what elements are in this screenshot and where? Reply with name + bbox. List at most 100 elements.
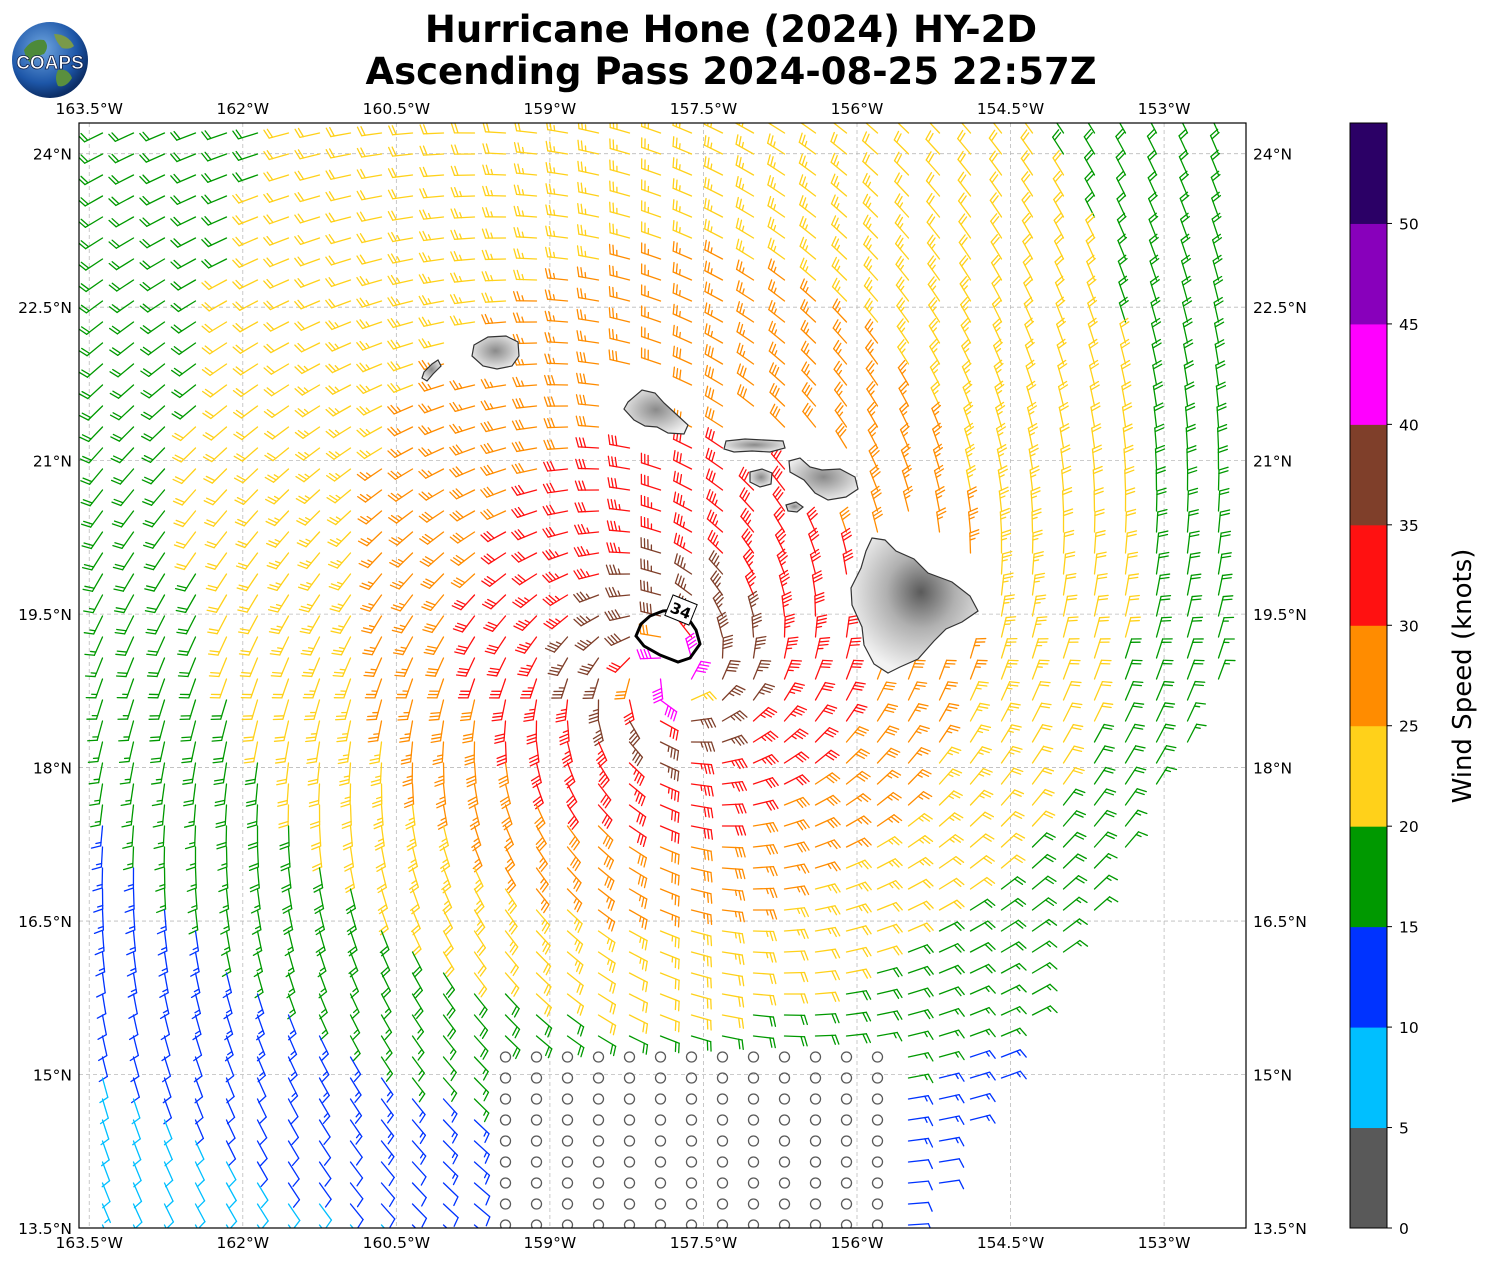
wind-barb	[480, 552, 507, 565]
wind-barb	[607, 455, 631, 470]
wind-barb	[108, 300, 135, 314]
wind-barb	[767, 195, 786, 218]
wind-barb	[79, 405, 104, 421]
wind-barb	[499, 1135, 512, 1147]
wind-barb	[483, 615, 507, 632]
wind-barb	[809, 1051, 822, 1063]
wind-barb	[141, 447, 166, 463]
wind-barb	[163, 1224, 167, 1228]
wind-barb	[907, 659, 926, 680]
wind-barb	[266, 531, 290, 548]
wind-barb	[783, 950, 809, 961]
wind-barb	[473, 951, 487, 977]
wind-barb	[938, 1007, 965, 1017]
wind-barb	[325, 384, 352, 395]
wind-barb	[871, 1051, 884, 1063]
wind-barb	[520, 678, 538, 699]
wind-barb	[511, 529, 538, 541]
wind-barb	[1154, 444, 1166, 470]
wind-barb	[418, 338, 445, 349]
lat-tick-label-left: 15°N	[33, 1067, 72, 1085]
wind-barb	[299, 615, 321, 635]
wind-barb	[747, 1093, 760, 1105]
wind-barb	[171, 405, 197, 420]
wind-barb	[769, 382, 786, 407]
wind-barb	[577, 224, 600, 239]
wind-barb	[419, 531, 445, 545]
wind-barb	[1179, 191, 1190, 218]
wind-barb	[932, 422, 942, 449]
wind-barb	[704, 385, 724, 407]
wind-barb	[901, 464, 912, 491]
wind-barb	[1121, 381, 1132, 407]
wind-barb	[969, 942, 996, 953]
wind-barb	[845, 1033, 872, 1044]
colorbar-bin	[1350, 725, 1387, 827]
wind-barb	[232, 150, 259, 161]
wind-barb	[561, 1219, 574, 1228]
wind-barb	[380, 1098, 394, 1124]
wind-barb	[145, 615, 166, 635]
wind-barb	[685, 1135, 698, 1147]
wind-barb	[752, 844, 779, 855]
wind-barb	[1062, 572, 1077, 596]
colorbar-label: Wind Speed (knots)	[1448, 549, 1478, 804]
wind-barb	[721, 684, 746, 701]
wind-barb	[140, 363, 166, 378]
wind-barb	[690, 909, 713, 926]
wind-barb	[1056, 338, 1067, 365]
wind-barb	[561, 1156, 574, 1168]
wind-barb	[845, 881, 872, 892]
wind-barb	[1217, 466, 1229, 491]
wind-barb	[201, 194, 228, 205]
wind-barb	[504, 867, 517, 894]
wind-barb	[747, 1156, 760, 1168]
wind-barb	[155, 867, 166, 892]
wind-barb	[450, 144, 476, 155]
wind-barb	[225, 1203, 238, 1228]
wind-barb	[1152, 360, 1163, 386]
wind-barb	[480, 464, 507, 476]
wind-barb	[180, 720, 197, 742]
wind-barb	[623, 1135, 636, 1147]
wind-barb	[751, 612, 762, 638]
wind-barb	[736, 280, 755, 302]
wind-barb	[1217, 659, 1236, 680]
wind-barb	[747, 1135, 760, 1147]
wind-barb	[640, 221, 662, 239]
wind-barb	[387, 274, 414, 286]
wind-barb	[897, 339, 910, 365]
wind-barb	[294, 321, 321, 331]
wind-barb	[814, 727, 839, 743]
wind-barb	[535, 993, 552, 1017]
wind-barb	[99, 1077, 109, 1104]
wind-barb	[907, 987, 934, 998]
wind-barb	[1084, 170, 1096, 197]
wind-barb	[186, 867, 197, 892]
wind-barb	[628, 720, 641, 747]
wind-barb	[1215, 381, 1227, 407]
wind-barb	[140, 342, 166, 356]
wind-barb	[310, 825, 322, 851]
wind-barb	[380, 1035, 393, 1061]
wind-barb	[247, 825, 259, 850]
wind-barb	[1093, 874, 1119, 890]
wind-barb	[862, 193, 879, 218]
wind-barb	[800, 319, 817, 344]
wind-barb	[297, 573, 321, 591]
wind-barb	[721, 846, 746, 858]
wind-barb	[318, 1119, 331, 1145]
wind-barb	[308, 783, 321, 808]
wind-barb	[294, 342, 321, 353]
wind-barb	[933, 464, 945, 491]
wind-barb	[1062, 896, 1088, 911]
wind-barb	[895, 255, 910, 281]
wind-barb	[144, 573, 166, 592]
wind-barb	[357, 510, 383, 525]
wind-barb	[640, 305, 662, 323]
wind-barb	[1151, 338, 1162, 365]
wind-barb	[1093, 530, 1106, 554]
wind-barb	[574, 523, 600, 535]
lon-tick-label-top: 154.5°W	[977, 100, 1044, 118]
wind-barb	[161, 1035, 171, 1062]
